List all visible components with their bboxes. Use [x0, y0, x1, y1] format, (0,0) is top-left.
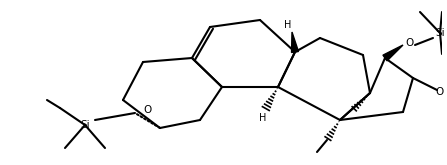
- Text: H: H: [259, 113, 267, 123]
- Text: O: O: [143, 105, 151, 115]
- Polygon shape: [291, 32, 299, 52]
- Text: H: H: [284, 20, 292, 30]
- Text: O: O: [436, 87, 444, 97]
- Polygon shape: [383, 45, 403, 61]
- Text: Si: Si: [435, 28, 445, 38]
- Text: Si: Si: [80, 120, 90, 130]
- Text: O: O: [406, 38, 414, 48]
